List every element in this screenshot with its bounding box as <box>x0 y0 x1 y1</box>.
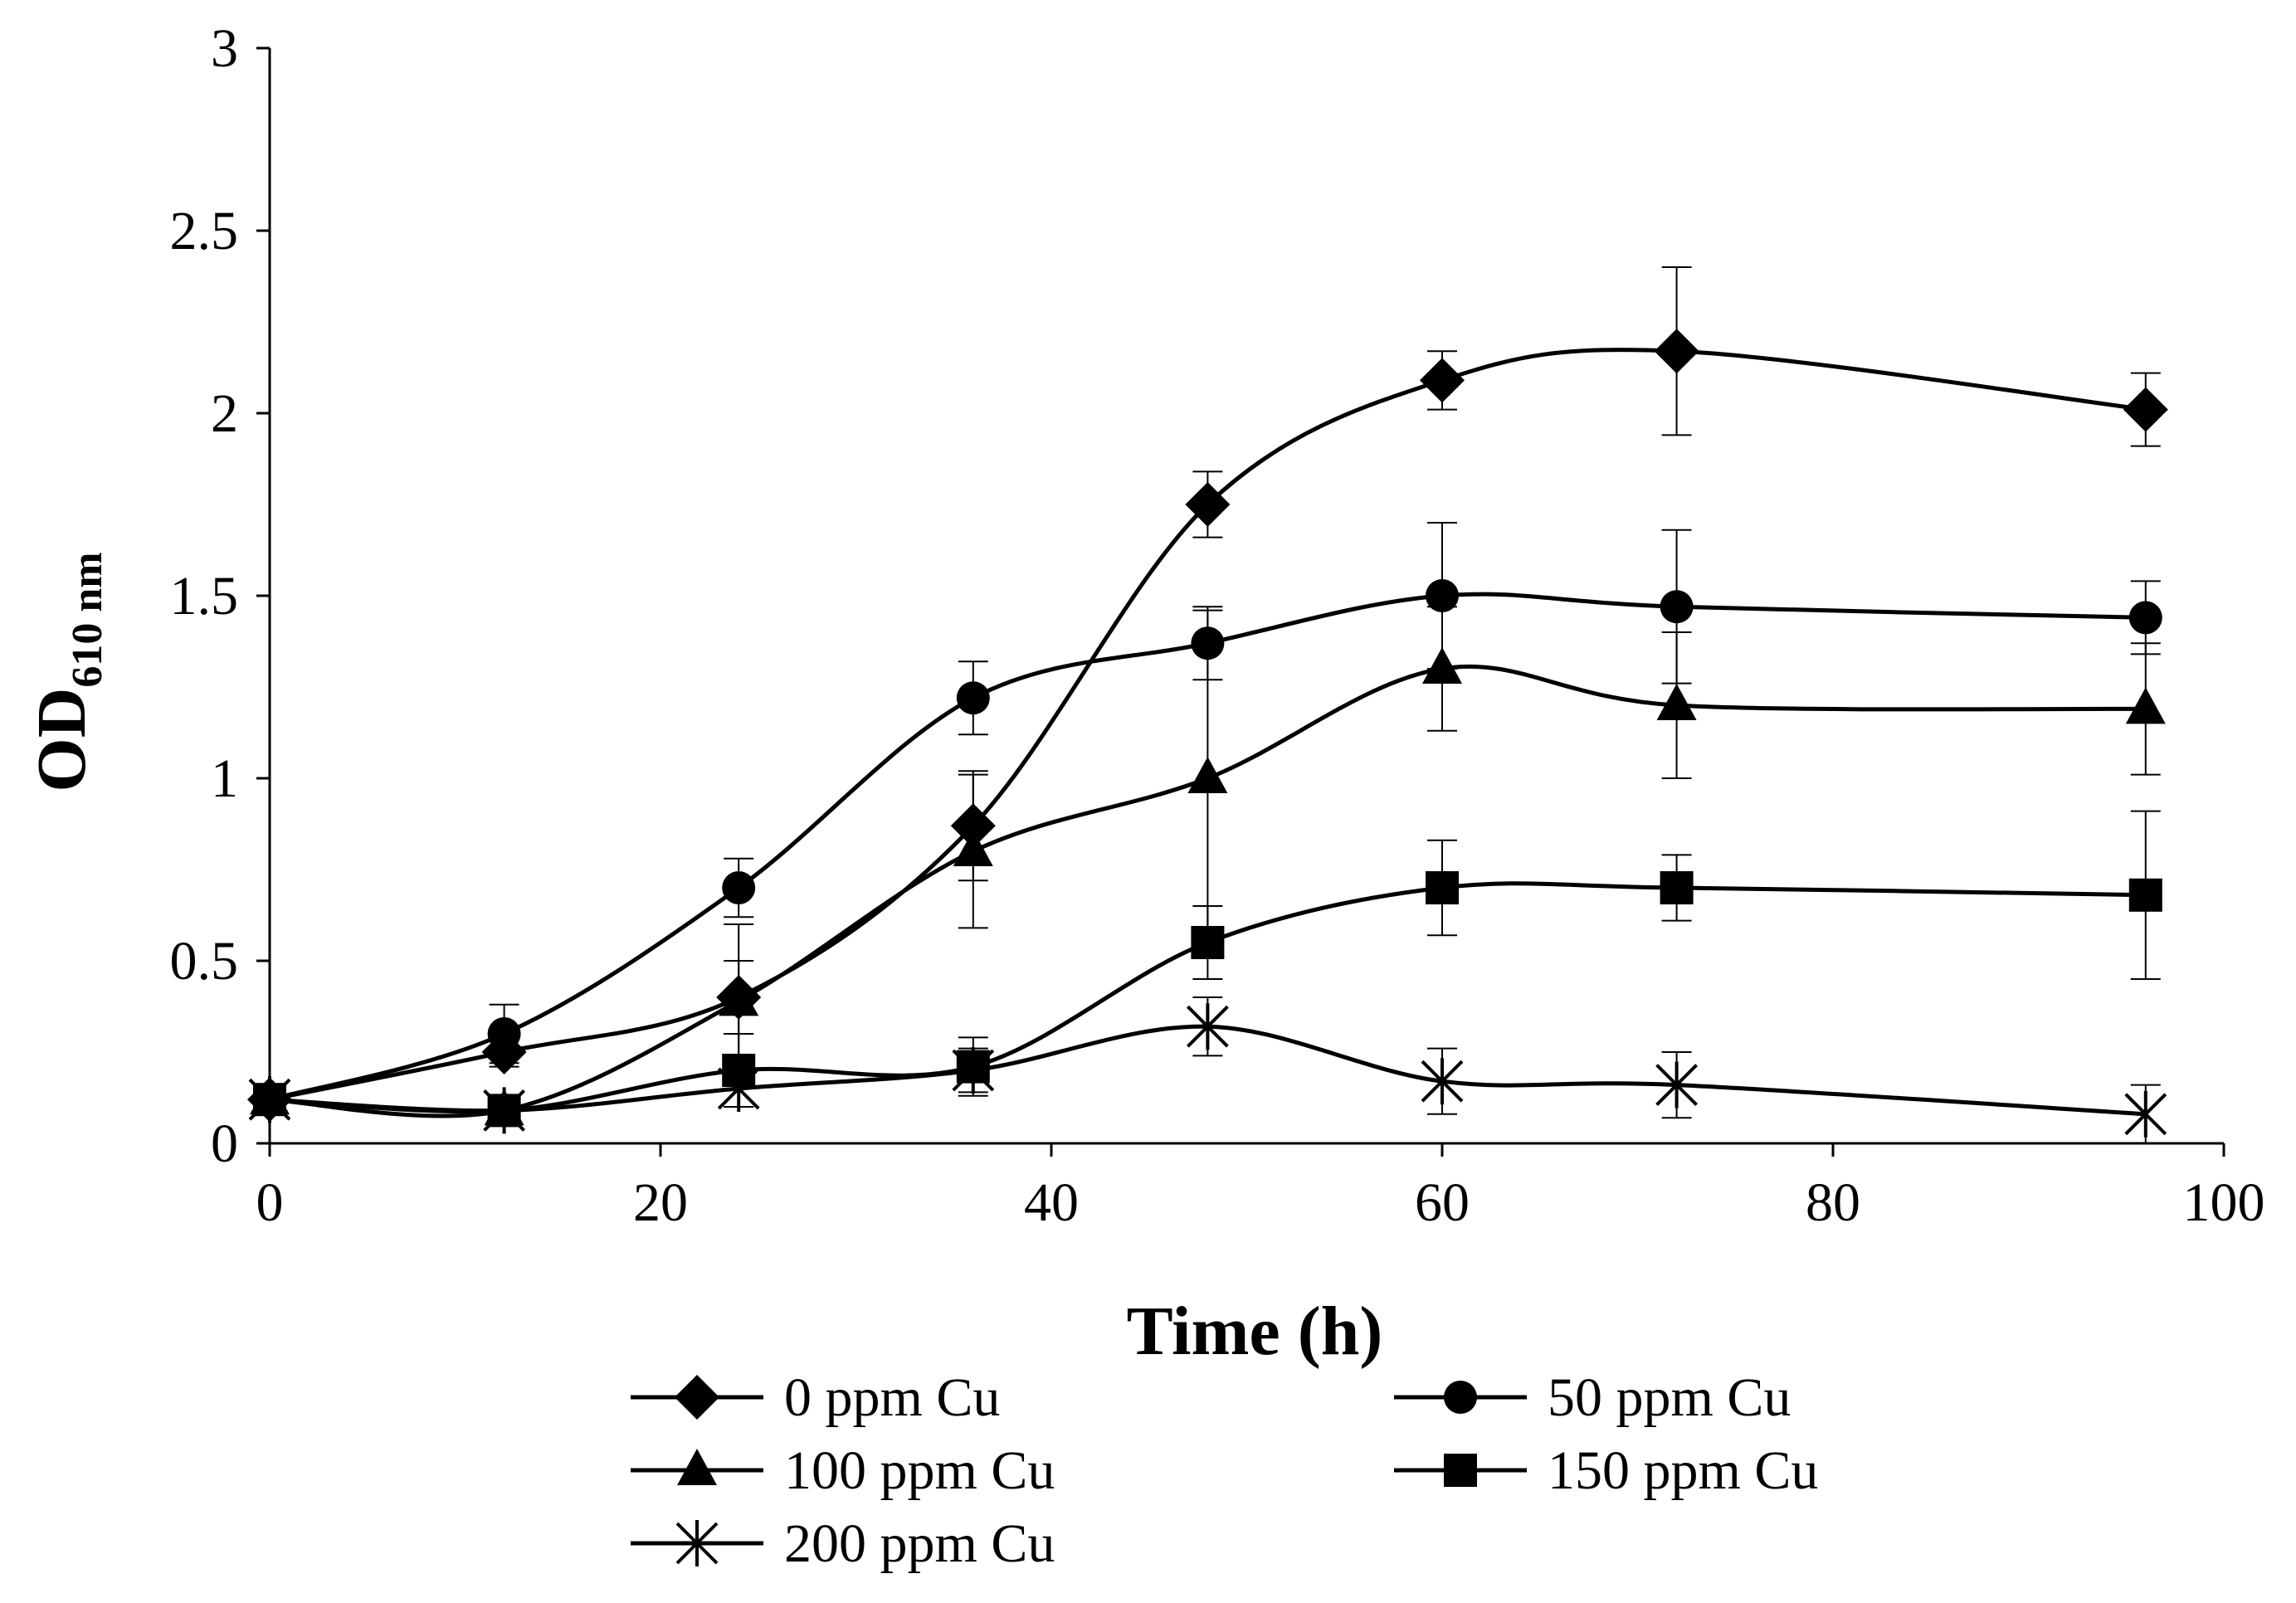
legend-label: 100 ppm Cu <box>784 1440 1055 1501</box>
data-point-diamond <box>1185 482 1231 527</box>
x-tick-label: 100 <box>2183 1172 2265 1233</box>
data-point-triangle <box>953 830 993 866</box>
square-marker-shape <box>1191 926 1225 959</box>
triangle-marker-shape <box>719 979 759 1016</box>
y-tick-label: 2 <box>211 383 238 444</box>
legend-marker-circle <box>1444 1381 1477 1414</box>
legend-marker-square <box>1444 1454 1477 1487</box>
data-point-circle <box>1426 579 1459 612</box>
diamond-marker-shape <box>1420 358 1465 403</box>
legend-entry: 0 ppm Cu <box>631 1367 1000 1428</box>
data-point-square <box>2128 878 2162 912</box>
y-tick-label: 1.5 <box>170 566 239 626</box>
y-tick-label: 2.5 <box>170 201 239 261</box>
circle-marker-shape <box>1444 1381 1477 1414</box>
x-tick-label: 60 <box>1415 1172 1470 1233</box>
data-point-triangle <box>2125 687 2166 724</box>
x-tick-label: 40 <box>1024 1172 1079 1233</box>
y-tick-label: 0 <box>211 1113 238 1174</box>
circle-marker-shape <box>1660 590 1694 624</box>
x-tick-label: 20 <box>633 1172 688 1233</box>
circle-marker-shape <box>1426 579 1459 612</box>
square-marker-shape <box>1426 871 1459 904</box>
data-point-asterisk <box>2124 1090 2167 1138</box>
triangle-marker-shape <box>1187 757 1228 793</box>
circle-marker-shape <box>487 1017 521 1050</box>
data-point-asterisk <box>483 1087 526 1134</box>
data-point-asterisk <box>952 1047 995 1094</box>
x-tick-label: 0 <box>256 1172 284 1233</box>
diamond-marker-shape <box>1654 329 1699 374</box>
data-point-triangle <box>1187 757 1228 793</box>
triangle-marker-shape <box>1656 684 1697 720</box>
data-point-circle <box>722 871 756 904</box>
legend-entry: 50 ppm Cu <box>1394 1367 1791 1428</box>
circle-marker-shape <box>2128 601 2162 635</box>
data-point-asterisk <box>1186 1003 1229 1050</box>
legend: 0 ppm Cu 50 ppm Cu 100 ppm Cu 150 ppm Cu 200… <box>631 1367 1818 1574</box>
data-point-circle <box>956 681 990 715</box>
legend-label: 50 ppm Cu <box>1548 1367 1791 1428</box>
data-point-circle <box>2128 601 2162 635</box>
y-axis-title-main: OD <box>23 688 100 792</box>
y-tick-label: 0.5 <box>170 931 239 992</box>
data-point-diamond <box>1420 358 1465 403</box>
circle-marker-shape <box>722 871 756 904</box>
data-point-diamond <box>2123 387 2168 432</box>
series-line-200-ppm-cu <box>269 1024 2146 1117</box>
legend-entry: 200 ppm Cu <box>631 1513 1055 1574</box>
series-0-ppm-cu <box>247 266 2168 1123</box>
y-axis-title-subscript: 610 nm <box>64 552 111 687</box>
data-point-square <box>1191 926 1225 959</box>
data-point-square <box>1426 871 1459 904</box>
series-layer <box>247 266 2168 1144</box>
diamond-marker-shape <box>1185 482 1231 527</box>
data-point-square <box>1660 871 1694 904</box>
data-point-asterisk <box>248 1076 291 1123</box>
legend-entry: 100 ppm Cu <box>631 1440 1055 1501</box>
data-point-circle <box>487 1017 521 1050</box>
data-point-asterisk <box>1655 1061 1699 1108</box>
square-marker-shape <box>2128 878 2162 912</box>
legend-label: 150 ppm Cu <box>1548 1440 1818 1501</box>
triangle-marker-shape <box>2125 687 2166 724</box>
data-point-asterisk <box>1421 1058 1464 1105</box>
y-axis-title: OD610 nm <box>23 552 111 792</box>
triangle-marker-shape <box>677 1449 717 1485</box>
x-axis-title: Time (h) <box>1127 1293 1383 1370</box>
triangle-marker-shape <box>953 830 993 866</box>
series-200-ppm-cu <box>248 996 2167 1144</box>
legend-entry: 150 ppm Cu <box>1394 1440 1818 1501</box>
data-point-triangle <box>1656 684 1697 720</box>
legend-label: 200 ppm Cu <box>784 1513 1055 1574</box>
data-point-triangle <box>1422 647 1462 684</box>
square-marker-shape <box>1660 871 1694 904</box>
data-point-circle <box>1660 590 1694 624</box>
y-tick-label: 1 <box>211 748 238 809</box>
y-tick-label: 3 <box>211 18 238 79</box>
diamond-marker-shape <box>2123 387 2168 432</box>
diamond-marker-shape <box>675 1375 719 1420</box>
legend-marker-diamond <box>675 1375 719 1420</box>
triangle-marker-shape <box>1422 647 1462 684</box>
axes: 0 20 40 60 80 100 0 0.5 1 1.5 2 2.5 3 <box>170 18 2265 1233</box>
x-tick-label: 80 <box>1806 1172 1860 1233</box>
circle-marker-shape <box>956 681 990 715</box>
data-point-asterisk <box>717 1065 760 1112</box>
data-point-diamond <box>1654 329 1699 374</box>
data-point-triangle <box>719 979 759 1016</box>
square-marker-shape <box>1444 1454 1477 1487</box>
legend-marker-triangle <box>677 1449 717 1485</box>
legend-label: 0 ppm Cu <box>784 1367 1000 1428</box>
legend-marker-asterisk <box>675 1520 719 1566</box>
